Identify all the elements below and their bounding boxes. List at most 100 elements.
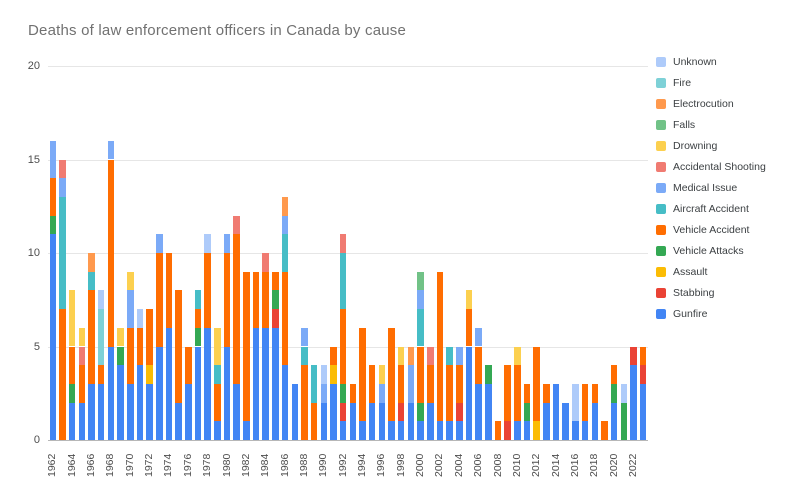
bar-segment-1998-stabbing[interactable] xyxy=(397,402,405,422)
legend-item-falls[interactable]: Falls xyxy=(656,119,766,131)
bar-segment-2006-medical-issue[interactable] xyxy=(475,327,482,347)
bar-segment-1964-vehicle-attacks[interactable] xyxy=(68,383,76,403)
bar-segment-2021-unknown[interactable] xyxy=(620,383,628,403)
legend-item-assault[interactable]: Assault xyxy=(656,266,766,278)
bar-segment-1970-medical-issue[interactable] xyxy=(127,290,134,328)
bar-segment-2023-vehicle-accident[interactable] xyxy=(639,346,647,366)
bar-segment-2000-falls[interactable] xyxy=(417,271,424,291)
bar-segment-2020-vehicle-attacks[interactable] xyxy=(610,383,618,403)
bar-segment-2018-vehicle-accident[interactable] xyxy=(591,383,599,403)
bar-segment-1971-gunfire[interactable] xyxy=(136,365,144,440)
bar-segment-1978-unknown[interactable] xyxy=(204,234,211,253)
bar-segment-1998-gunfire[interactable] xyxy=(397,421,405,440)
bar-segment-1965-drowning[interactable] xyxy=(78,327,86,347)
bar-segment-1982-gunfire[interactable] xyxy=(243,421,250,440)
bar-segment-2005-vehicle-accident[interactable] xyxy=(465,309,473,347)
bar-segment-1988-aircraft-accident[interactable] xyxy=(301,346,308,366)
bar-segment-1983-vehicle-accident[interactable] xyxy=(252,271,260,328)
bar-segment-2010-gunfire[interactable] xyxy=(514,421,521,440)
bar-segment-2003-aircraft-accident[interactable] xyxy=(446,346,453,366)
bar-segment-1976-vehicle-accident[interactable] xyxy=(185,346,192,384)
bar-segment-1965-vehicle-accident[interactable] xyxy=(78,365,86,403)
bar-segment-1970-gunfire[interactable] xyxy=(127,383,134,440)
bar-segment-1962-medical-issue[interactable] xyxy=(49,140,57,179)
bar-segment-1982-vehicle-accident[interactable] xyxy=(243,271,250,422)
bar-segment-2018-gunfire[interactable] xyxy=(591,402,599,440)
bar-segment-1977-vehicle-accident[interactable] xyxy=(194,309,202,328)
bar-segment-1969-vehicle-attacks[interactable] xyxy=(117,346,124,366)
bar-segment-2022-gunfire[interactable] xyxy=(630,365,637,440)
bar-segment-1980-vehicle-accident[interactable] xyxy=(223,253,231,347)
bar-segment-2022-stabbing[interactable] xyxy=(630,346,637,366)
bar-segment-2001-vehicle-accident[interactable] xyxy=(427,365,434,403)
bar-segment-2009-stabbing[interactable] xyxy=(504,421,511,440)
bar-segment-2002-vehicle-accident[interactable] xyxy=(436,271,444,422)
bar-segment-1988-medical-issue[interactable] xyxy=(301,327,308,347)
bar-segment-1994-gunfire[interactable] xyxy=(359,421,366,440)
bar-segment-1994-vehicle-accident[interactable] xyxy=(359,327,366,422)
bar-segment-1999-medical-issue[interactable] xyxy=(407,365,415,403)
bar-segment-1993-vehicle-accident[interactable] xyxy=(349,383,357,403)
bar-segment-2001-accidental-shooting[interactable] xyxy=(427,346,434,366)
bar-segment-2004-stabbing[interactable] xyxy=(456,402,463,422)
bar-segment-1972-vehicle-accident[interactable] xyxy=(146,309,153,366)
bar-segment-2011-vehicle-accident[interactable] xyxy=(523,383,531,403)
bar-segment-1967-vehicle-accident[interactable] xyxy=(97,365,105,384)
bar-segment-1968-medical-issue[interactable] xyxy=(107,140,115,160)
bar-segment-2023-gunfire[interactable] xyxy=(639,383,647,440)
bar-segment-1981-vehicle-accident[interactable] xyxy=(233,234,240,384)
bar-segment-2017-vehicle-accident[interactable] xyxy=(581,383,589,422)
bar-segment-2000-vehicle-attacks[interactable] xyxy=(417,402,424,422)
bar-segment-1974-gunfire[interactable] xyxy=(165,327,173,440)
bar-segment-1963-accidental-shooting[interactable] xyxy=(59,159,66,179)
bar-segment-1992-vehicle-attacks[interactable] xyxy=(339,383,347,403)
bar-segment-2005-drowning[interactable] xyxy=(465,290,473,310)
bar-segment-1989-aircraft-accident[interactable] xyxy=(310,365,318,403)
bar-segment-1973-gunfire[interactable] xyxy=(156,346,163,440)
bar-segment-1975-vehicle-accident[interactable] xyxy=(175,290,182,403)
bar-segment-1967-gunfire[interactable] xyxy=(97,383,105,440)
bar-segment-2012-vehicle-accident[interactable] xyxy=(533,346,540,422)
bar-segment-1985-stabbing[interactable] xyxy=(272,309,279,328)
bar-segment-2010-vehicle-accident[interactable] xyxy=(514,365,521,422)
bar-segment-1993-gunfire[interactable] xyxy=(349,402,357,440)
bar-segment-2007-gunfire[interactable] xyxy=(485,383,492,440)
legend-item-fire[interactable]: Fire xyxy=(656,77,766,89)
bar-segment-2016-gunfire[interactable] xyxy=(572,421,579,440)
bar-segment-1969-gunfire[interactable] xyxy=(117,365,124,440)
bar-segment-1979-gunfire[interactable] xyxy=(214,421,221,440)
bar-segment-1975-gunfire[interactable] xyxy=(175,402,182,440)
bar-segment-1996-medical-issue[interactable] xyxy=(378,383,386,403)
bar-segment-1978-gunfire[interactable] xyxy=(204,327,211,440)
bar-segment-1996-drowning[interactable] xyxy=(378,365,386,384)
bar-segment-2011-gunfire[interactable] xyxy=(523,421,531,440)
legend-item-unknown[interactable]: Unknown xyxy=(656,56,766,68)
bar-segment-1980-gunfire[interactable] xyxy=(223,346,231,440)
bar-segment-1997-gunfire[interactable] xyxy=(388,421,395,440)
legend-item-drowning[interactable]: Drowning xyxy=(656,140,766,152)
bar-segment-2015-gunfire[interactable] xyxy=(562,402,569,440)
bar-segment-1972-gunfire[interactable] xyxy=(146,383,153,440)
bar-segment-2000-vehicle-accident[interactable] xyxy=(417,346,424,403)
bar-segment-2020-gunfire[interactable] xyxy=(610,402,618,440)
bar-segment-1965-gunfire[interactable] xyxy=(78,402,86,440)
bar-segment-2003-vehicle-accident[interactable] xyxy=(446,365,453,422)
bar-segment-1980-medical-issue[interactable] xyxy=(223,234,231,253)
bar-segment-2011-vehicle-attacks[interactable] xyxy=(523,402,531,422)
bar-segment-1984-gunfire[interactable] xyxy=(262,327,269,440)
bar-segment-1984-accidental-shooting[interactable] xyxy=(262,253,269,272)
legend-item-vehicle-accident[interactable]: Vehicle Accident xyxy=(656,224,766,236)
bar-segment-1969-drowning[interactable] xyxy=(117,327,124,347)
bar-segment-1973-medical-issue[interactable] xyxy=(156,234,163,253)
bar-segment-1974-vehicle-accident[interactable] xyxy=(165,253,173,328)
bar-segment-1986-gunfire[interactable] xyxy=(281,365,289,440)
bar-segment-1962-gunfire[interactable] xyxy=(49,234,57,440)
bar-segment-1990-unknown[interactable] xyxy=(320,365,328,384)
bar-segment-1966-vehicle-accident[interactable] xyxy=(88,290,95,384)
bar-segment-2003-gunfire[interactable] xyxy=(446,421,453,440)
bar-segment-1992-gunfire[interactable] xyxy=(339,421,347,440)
legend-item-vehicle-attacks[interactable]: Vehicle Attacks xyxy=(656,245,766,257)
bar-segment-2009-vehicle-accident[interactable] xyxy=(504,365,511,422)
bar-segment-1964-vehicle-accident[interactable] xyxy=(68,346,76,384)
bar-segment-1995-gunfire[interactable] xyxy=(368,402,376,440)
